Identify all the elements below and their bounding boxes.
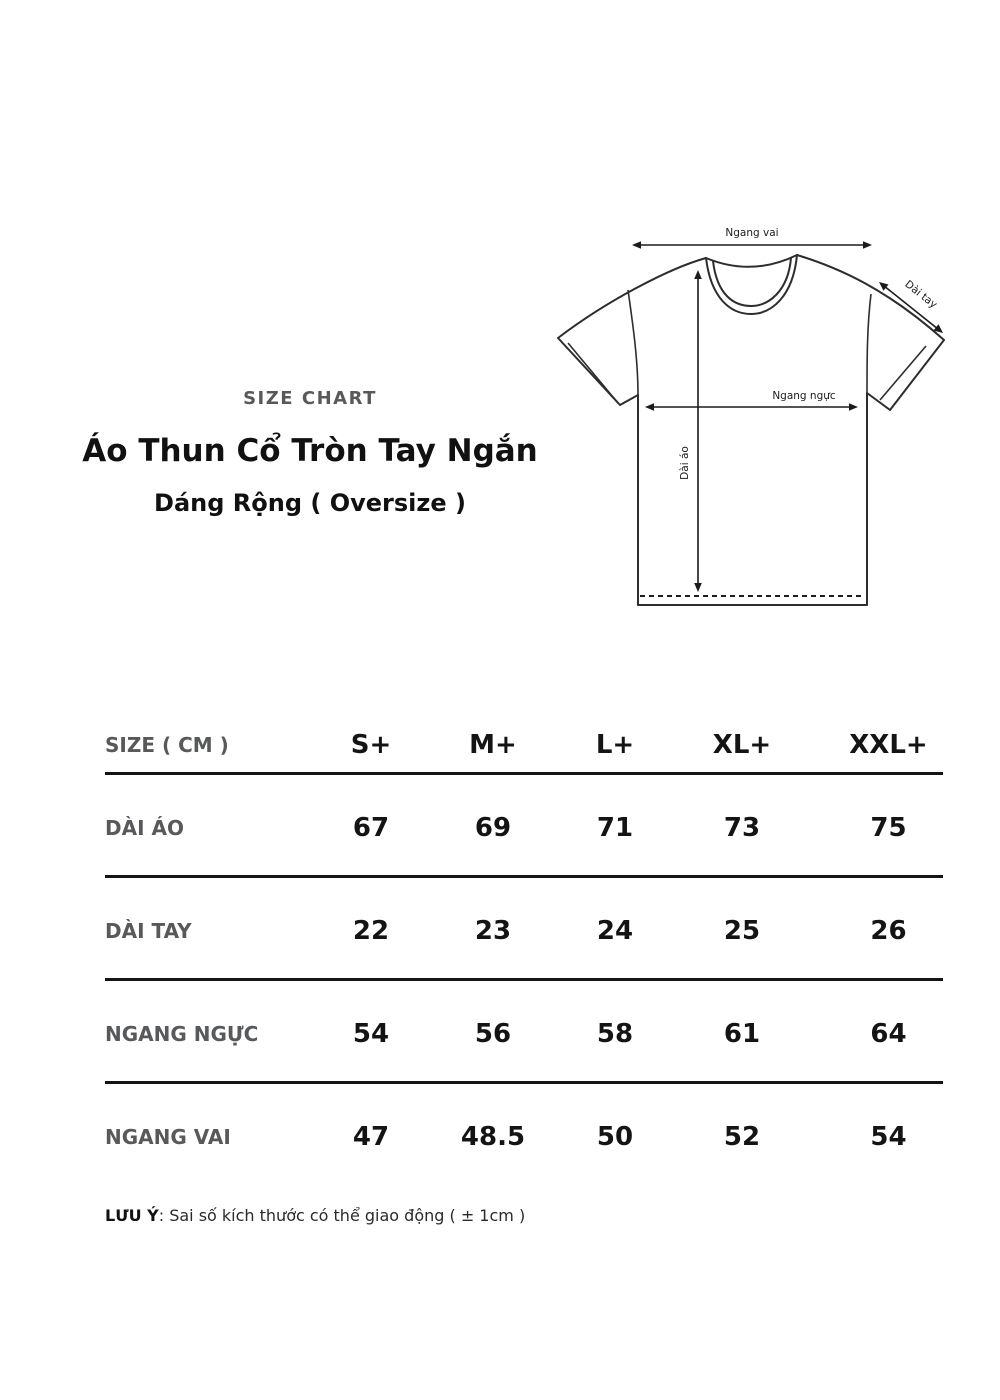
table-row-chest-width: NGANG NGỰC 54 56 58 61 64 [105,981,943,1084]
size-col-s: S+ [350,730,392,760]
cell-value: 71 [596,813,634,843]
arrowhead [863,241,872,249]
right-armhole-seam [866,293,872,394]
note-label: LƯU Ý [105,1206,159,1225]
cell-value: 67 [352,813,390,843]
table-row-sleeve-length: DÀI TAY 22 23 24 25 26 [105,878,943,981]
cell-value: 64 [870,1019,907,1049]
row-label: DÀI ÁO [105,816,184,840]
cell-value: 22 [352,916,390,946]
size-col-xl: XL+ [712,730,772,760]
arrowhead [694,583,702,592]
size-col-m: M+ [469,730,517,760]
body-length-label: Dài áo [679,446,691,480]
tshirt-measurement-diagram: Ngang vai Dài áo Ngang ngực Dài tay [557,227,945,606]
arrowhead [879,282,889,291]
cell-value: 25 [723,916,761,946]
cell-value: 56 [474,1019,512,1049]
sleeve-length-arrow [885,286,937,329]
tshirt-outline [557,254,945,606]
left-armhole-seam [627,289,639,396]
chest-width-label: Ngang ngực [772,390,836,402]
collar-outer-curve [705,254,798,315]
collar-inner-curve [712,257,792,307]
arrowhead [849,403,858,411]
note-text: : Sai số kích thước có thể giao động ( ±… [158,1206,526,1225]
arrowhead [933,324,943,333]
row-label: DÀI TAY [105,919,192,943]
arrowhead [694,270,702,279]
size-table: SIZE ( CM ) S+ M+ L+ XL+ XXL+ DÀI ÁO 67 … [105,718,943,1184]
cell-value: 73 [723,813,761,843]
product-title: Áo Thun Cổ Tròn Tay Ngắn [82,433,538,469]
table-row-body-length: DÀI ÁO 67 69 71 73 75 [105,775,943,878]
cell-value: 54 [870,1122,907,1152]
cell-value: 50 [596,1122,634,1152]
cell-value: 24 [596,916,634,946]
cell-value: 58 [596,1019,634,1049]
cell-value: 52 [723,1122,761,1152]
arrowhead [632,241,641,249]
cell-value: 48.5 [460,1122,526,1152]
table-row-shoulder-width: NGANG VAI 47 48.5 50 52 54 [105,1084,943,1184]
size-col-l: L+ [595,730,635,760]
cell-value: 69 [474,813,512,843]
cell-value: 26 [870,916,907,946]
title-block: SIZE CHART Áo Thun Cổ Tròn Tay Ngắn Dáng… [60,388,560,517]
sleeve-length-label: Dài tay [902,278,939,311]
cell-value: 61 [723,1019,761,1049]
cell-value: 47 [352,1122,390,1152]
shoulder-width-label: Ngang vai [725,227,778,239]
size-unit-header: SIZE ( CM ) [105,733,229,757]
right-cuff-seam [879,345,927,401]
size-col-xxl: XXL+ [849,730,928,760]
left-cuff-seam [567,342,619,404]
tolerance-note: LƯU Ý: Sai số kích thước có thể giao độn… [105,1206,525,1225]
table-header-row: SIZE ( CM ) S+ M+ L+ XL+ XXL+ [105,718,943,775]
arrowhead [645,403,654,411]
cell-value: 54 [352,1019,390,1049]
row-label: NGANG VAI [105,1125,231,1149]
eyebrow-size-chart: SIZE CHART [243,388,377,409]
cell-value: 23 [474,916,512,946]
product-fit-subtitle: Dáng Rộng ( Oversize ) [154,489,466,517]
cell-value: 75 [870,813,907,843]
row-label: NGANG NGỰC [105,1022,259,1046]
